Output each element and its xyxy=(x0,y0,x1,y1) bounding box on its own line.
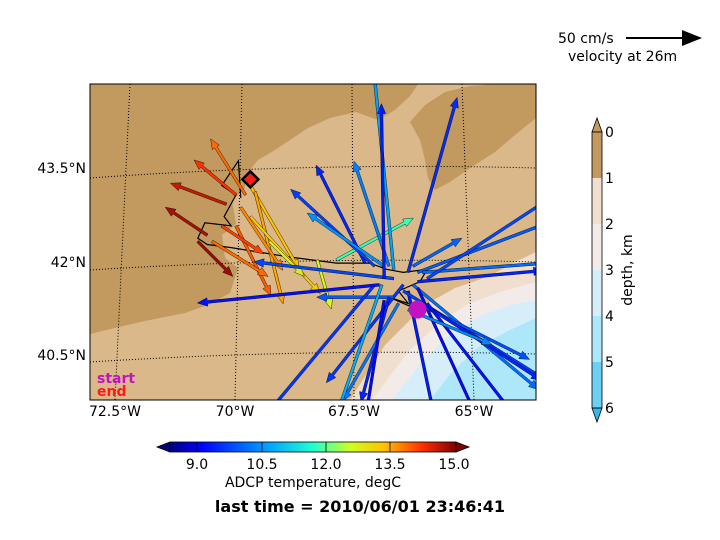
depth-colorbar-frame xyxy=(591,131,603,409)
depth-colorbar-segment xyxy=(592,270,602,316)
depth-tick-label: 2 xyxy=(605,217,614,233)
start-end-marker-layer xyxy=(240,169,427,319)
end-marker xyxy=(240,169,261,190)
lat-tick-label: 40.5°N xyxy=(37,348,86,364)
temperature-colorbar: 9.0 10.5 12.0 13.5 15.0 ADCP temperature… xyxy=(155,441,471,491)
map-panel: start end 72.5°W 70°W 67.5°W 65°W 43.5°N… xyxy=(37,83,537,420)
cape-cod-land xyxy=(90,288,196,328)
depth-tick-label: 1 xyxy=(605,171,614,187)
velocity-vector xyxy=(411,237,463,268)
depth-colorbar-segment xyxy=(592,178,602,224)
graticule xyxy=(90,84,536,400)
depth-colorbar-segment xyxy=(592,224,602,270)
start-marker xyxy=(408,300,427,319)
velocity-vector xyxy=(406,96,459,274)
velocity-vector xyxy=(373,84,396,270)
depth-colorbar-bottom-cap xyxy=(591,407,603,424)
temperature-tick-label: 9.0 xyxy=(186,457,208,473)
depth-tick-label: 3 xyxy=(605,263,614,279)
velocity-vector xyxy=(290,188,376,268)
nova-scotia-land xyxy=(410,84,536,190)
temperature-colorbar-gradient xyxy=(169,441,457,453)
reference-speed-label: 50 cm/s xyxy=(558,31,614,47)
depth-tick-label: 0 xyxy=(605,125,614,141)
depth-colorbar-segment xyxy=(592,316,602,362)
velocity-vector xyxy=(376,103,387,279)
velocity-vector xyxy=(359,296,391,400)
temperature-tick-label: 13.5 xyxy=(374,457,405,473)
depth-tick-label: 5 xyxy=(605,355,614,371)
parallel-40-5N xyxy=(90,351,536,363)
end-label: end xyxy=(97,384,126,400)
depth-tick-label: 4 xyxy=(605,309,614,325)
temperature-colorbar-label: ADCP temperature, degC xyxy=(225,475,401,491)
velocity-vector xyxy=(234,225,272,297)
lat-tick-label: 43.5°N xyxy=(37,161,86,177)
reference-depth-label: velocity at 26m xyxy=(568,49,677,65)
velocity-vector xyxy=(366,299,386,400)
lon-tick-label: 65°W xyxy=(455,404,494,420)
parallel-43-5N xyxy=(90,165,536,179)
velocity-vector xyxy=(417,266,536,284)
last-time-caption: last time = 2010/06/01 23:46:41 xyxy=(215,497,505,516)
lat-tick-label: 42°N xyxy=(51,255,86,271)
velocity-vector xyxy=(253,258,395,281)
velocity-vector xyxy=(421,301,536,380)
velocity-vector xyxy=(416,287,471,400)
velocity-vector xyxy=(316,292,394,302)
abyssal-region-lower xyxy=(430,318,536,400)
lon-tick-label: 70°W xyxy=(216,404,255,420)
velocity-vector xyxy=(169,182,228,206)
velocity-vector xyxy=(196,240,234,277)
velocity-vector xyxy=(306,212,386,268)
temperature-tick-label: 10.5 xyxy=(246,457,277,473)
depth-colorbar-segment xyxy=(592,132,602,178)
depth-colorbar-top-cap xyxy=(591,116,603,133)
velocity-vector xyxy=(220,224,265,255)
velocity-vector xyxy=(426,205,536,281)
temperature-colorbar-right-cap xyxy=(455,441,471,453)
temperature-tick-label: 15.0 xyxy=(438,457,469,473)
velocity-vector xyxy=(416,225,536,274)
start-label: start xyxy=(97,371,135,387)
depth-tick-label: 6 xyxy=(605,401,614,417)
velocity-vector xyxy=(164,206,209,237)
temperature-tick-label: 12.0 xyxy=(310,457,341,473)
velocity-vector xyxy=(196,283,380,307)
reference-vector-key: 50 cm/s velocity at 26m xyxy=(558,30,702,65)
velocity-vector xyxy=(340,284,384,400)
velocity-vector xyxy=(193,159,238,197)
bathymetry xyxy=(90,84,536,400)
depth-colorbar-label: depth, km xyxy=(620,234,636,305)
velocity-vector xyxy=(422,262,536,275)
depth-colorbar-segment xyxy=(592,362,602,408)
depth-colorbar: 0 1 2 3 4 5 6 depth, km xyxy=(591,116,636,424)
velocity-vector-layer xyxy=(164,84,536,400)
velocity-vector xyxy=(211,239,269,277)
lon-tick-label: 72.5°W xyxy=(89,404,141,420)
parallel-42N xyxy=(90,259,536,271)
temperature-colorbar-left-cap xyxy=(155,441,171,453)
lon-tick-label: 67.5°W xyxy=(328,404,380,420)
velocity-vector xyxy=(276,283,376,400)
map-frame xyxy=(89,83,537,401)
velocity-vector xyxy=(210,138,247,196)
